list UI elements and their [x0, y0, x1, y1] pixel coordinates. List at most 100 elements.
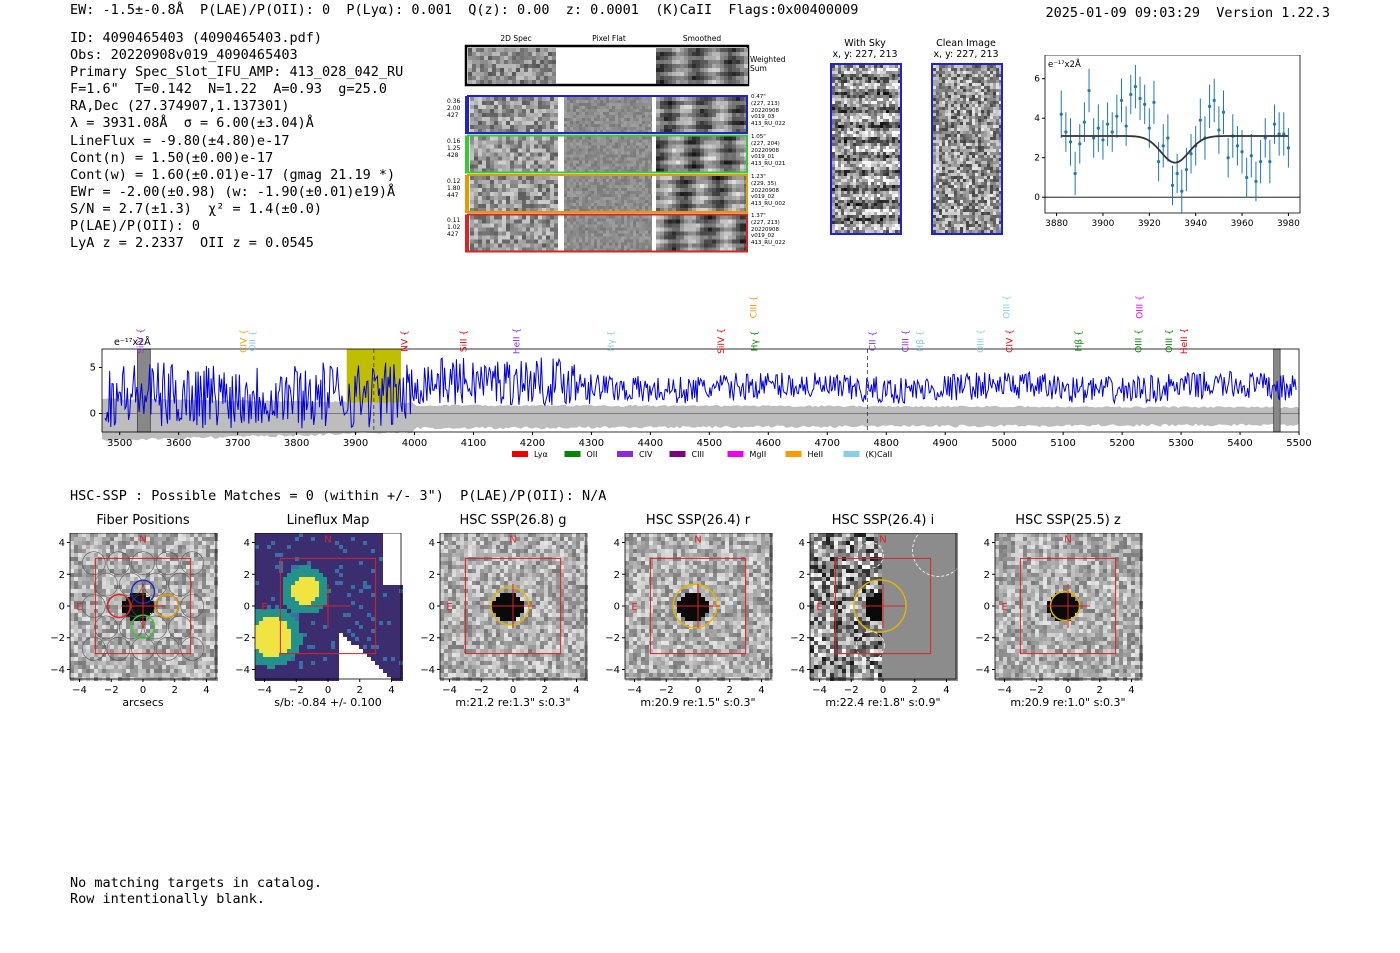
stamp-pixel	[939, 65, 942, 68]
stamp-pixel	[844, 149, 847, 152]
stamp-pixel	[960, 221, 963, 224]
stamp-pixel	[868, 92, 871, 95]
zoom-x-tick-label: 3920	[1138, 219, 1161, 229]
lineflux-pixel	[331, 537, 335, 541]
sky-pixel	[106, 645, 110, 649]
sky-pixel	[70, 633, 74, 637]
stamp-pixel	[859, 143, 862, 146]
stamp-pixel	[895, 128, 898, 131]
stamp-pixel	[948, 89, 951, 92]
stamp-pixel	[835, 197, 838, 200]
stamp-pixel	[880, 122, 883, 125]
lineflux-pixel	[263, 597, 267, 601]
stamp-pixel	[975, 224, 978, 227]
lineflux-pixel	[295, 541, 299, 545]
sky-pixel	[210, 653, 214, 657]
sky-pixel	[118, 613, 122, 617]
stamp-pixel	[850, 80, 853, 83]
lineflux-pixel	[363, 601, 367, 605]
stamp-pixel	[832, 230, 835, 233]
stamp-pixel	[936, 188, 939, 191]
stamp-pixel	[835, 68, 838, 71]
stamp-pixel	[844, 80, 847, 83]
stamp-pixel	[847, 134, 850, 137]
lineflux-pixel	[387, 565, 391, 569]
stamp-pixel	[942, 158, 945, 161]
stamp-pixel	[883, 134, 886, 137]
stamp-pixel	[966, 125, 969, 128]
stamp-pixel	[847, 80, 850, 83]
stamp-pixel	[939, 101, 942, 104]
sky-pixel	[198, 597, 202, 601]
stamp-pixel	[853, 116, 856, 119]
stamp-pixel	[999, 95, 1001, 98]
lineflux-pixel	[315, 533, 319, 537]
sky-pixel	[110, 629, 114, 633]
stamp-pixel	[933, 119, 936, 122]
sky-pixel	[126, 557, 130, 561]
panel-x-tick-label: 2	[172, 685, 178, 696]
stamp-pixel	[993, 182, 996, 185]
stamp-pixel	[838, 149, 841, 152]
sky-pixel	[190, 573, 194, 577]
stamp-pixel	[898, 221, 900, 224]
fiber-circle	[168, 572, 192, 597]
sky-pixel	[90, 549, 94, 553]
lineflux-pixel	[387, 577, 391, 581]
lineflux-pixel	[387, 557, 391, 561]
lineflux-pixel	[339, 589, 343, 593]
stamp-pixel	[886, 155, 889, 158]
sky-pixel	[170, 653, 174, 657]
stamp-pixel	[844, 137, 847, 140]
lineflux-pixel	[295, 565, 299, 569]
stamp-pixel	[999, 98, 1001, 101]
stamp-pixel	[966, 194, 969, 197]
sky-pixel	[162, 661, 166, 665]
stamp-pixel	[951, 134, 954, 137]
stamp-pixel	[877, 152, 880, 155]
stamp-pixel	[954, 131, 957, 134]
stamp-pixel	[898, 140, 900, 143]
stamp-pixel	[895, 221, 898, 224]
stamp-pixel	[898, 65, 900, 68]
stamp-pixel	[984, 92, 987, 95]
spectrum-trace	[104, 357, 1297, 429]
info-id: ID: 4090465403 (4090465403.pdf)	[70, 30, 322, 46]
stamp-pixel	[862, 158, 865, 161]
stamp-pixel	[898, 149, 900, 152]
panel-title: Lineflux Map	[286, 513, 370, 528]
lineflux-pixel	[363, 589, 367, 593]
stamp-pixel	[883, 74, 886, 77]
stamp-pixel	[856, 101, 859, 104]
sky-pixel	[162, 541, 166, 545]
sky-pixel	[162, 609, 166, 613]
stamp-pixel	[847, 107, 850, 110]
sky-pixel	[158, 577, 162, 581]
stamp-pixel	[969, 146, 972, 149]
lineflux-pixel	[295, 561, 299, 565]
stamp-pixel	[993, 83, 996, 86]
stamp-pixel	[969, 119, 972, 122]
sky-pixel	[146, 621, 150, 625]
zoom-data-point	[1064, 130, 1068, 134]
stamp-pixel	[844, 221, 847, 224]
stamp-pixel	[871, 185, 874, 188]
stamp-pixel	[856, 191, 859, 194]
stamp-pixel	[984, 191, 987, 194]
lineflux-pixel	[259, 549, 263, 553]
sky-pixel	[182, 637, 186, 641]
cutout-row-marker	[465, 175, 468, 213]
stamp-pixel	[841, 131, 844, 134]
sky-pixel	[158, 637, 162, 641]
stamp-pixel	[856, 98, 859, 101]
lineflux-pixel	[367, 573, 371, 577]
lineflux-pixel	[311, 597, 315, 601]
stamp-pixel	[892, 143, 895, 146]
stamp-pixel	[859, 230, 862, 233]
sky-pixel	[86, 549, 90, 553]
sky-pixel	[118, 545, 122, 549]
lineflux-pixel	[335, 565, 339, 569]
sky-pixel	[166, 645, 170, 649]
stamp-pixel	[859, 155, 862, 158]
sky-pixel	[70, 569, 74, 573]
